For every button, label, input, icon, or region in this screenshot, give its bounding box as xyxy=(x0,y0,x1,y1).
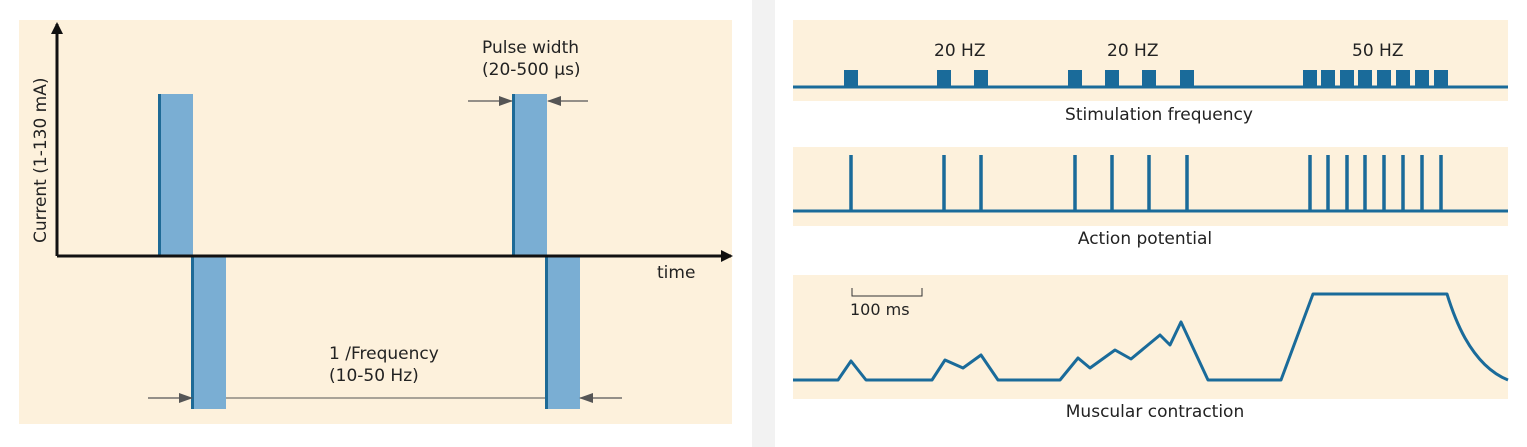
period-label: 1 /Frequency xyxy=(329,344,439,364)
stimulation-pulse-11 xyxy=(1358,70,1372,87)
contraction-trace xyxy=(793,292,1509,382)
pulse-2-leading-edge xyxy=(512,94,515,256)
stimulation-pulse-4 xyxy=(1068,70,1082,87)
stimulation-response-diagram: 20 HZ 20 HZ 50 HZ Stimulation frequency … xyxy=(793,20,1509,422)
left-background xyxy=(19,20,732,424)
pulse-2-positive-phase xyxy=(513,94,547,256)
pulse-1-leading-edge xyxy=(158,94,161,256)
pulse-width-range: (20-500 µs) xyxy=(482,60,581,80)
biphasic-pulse-panel: Current (1-130 mA) time Pulse width (20-… xyxy=(0,0,752,447)
action-title: Action potential xyxy=(1078,229,1212,249)
freq-label-2: 20 HZ xyxy=(1107,41,1158,61)
stimulation-title: Stimulation frequency xyxy=(1065,105,1253,125)
stimulation-pulse-8 xyxy=(1303,70,1317,87)
stimulation-pulse-9 xyxy=(1321,70,1335,87)
pulse-1-negative-phase xyxy=(193,256,226,409)
pulse-1-positive-phase xyxy=(159,94,193,256)
stimulation-pulse-2 xyxy=(937,70,951,87)
stimulation-pulse-13 xyxy=(1396,70,1410,87)
stimulation-pulse-6 xyxy=(1142,70,1156,87)
y-axis-label: Current (1-130 mA) xyxy=(31,77,51,243)
stimulation-response-panel: 20 HZ 20 HZ 50 HZ Stimulation frequency … xyxy=(775,0,1527,447)
pulse-width-label: Pulse width xyxy=(482,38,579,58)
stimulation-pulse-1 xyxy=(844,70,858,87)
scale-bar xyxy=(851,288,923,297)
freq-label-1: 20 HZ xyxy=(934,41,985,61)
stimulation-pulse-10 xyxy=(1340,70,1354,87)
action-potential-spikes xyxy=(849,155,1443,211)
pulse-2-negative-edge xyxy=(545,256,548,409)
stimulation-pulse-7 xyxy=(1180,70,1194,87)
freq-label-3: 50 HZ xyxy=(1352,41,1403,61)
x-axis-label: time xyxy=(657,263,695,283)
pulse-1-negative-edge xyxy=(191,256,194,409)
stimulation-pulse-3 xyxy=(974,70,988,87)
stimulation-pulse-5 xyxy=(1105,70,1119,87)
biphasic-pulse-diagram: Current (1-130 mA) time Pulse width (20-… xyxy=(19,20,733,424)
stimulation-pulse-15 xyxy=(1434,70,1448,87)
stimulation-pulse-12 xyxy=(1377,70,1391,87)
stimulation-pulse-14 xyxy=(1415,70,1429,87)
period-range: (10-50 Hz) xyxy=(329,366,419,386)
pulse-2-negative-phase xyxy=(547,256,580,409)
scale-label: 100 ms xyxy=(850,300,910,319)
stimulation-pulses xyxy=(844,70,1448,87)
contraction-title: Muscular contraction xyxy=(1066,402,1244,422)
